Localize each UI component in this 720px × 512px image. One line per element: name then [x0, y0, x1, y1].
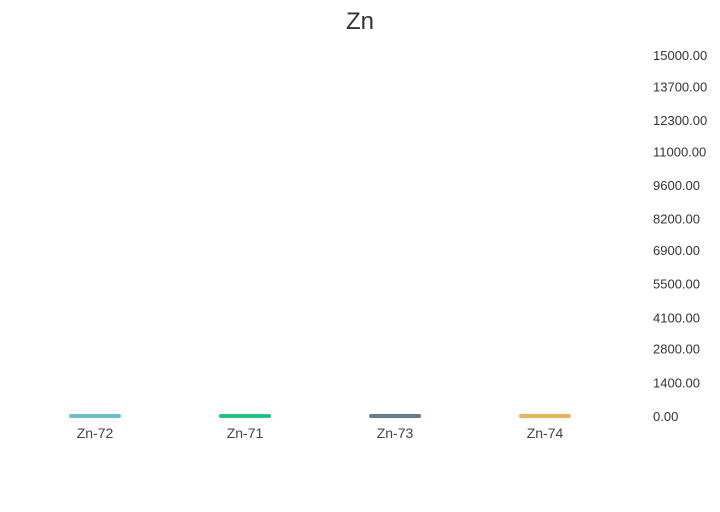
bar-zn-73 — [369, 414, 421, 418]
bar-zn-72 — [69, 414, 121, 418]
y-tick-label: 11000.00 — [653, 144, 706, 159]
y-tick-label: 15000.00 — [653, 48, 707, 63]
category-label: Zn-72 — [77, 425, 114, 441]
y-tick-label: 9600.00 — [653, 178, 700, 193]
bars — [69, 414, 571, 418]
category-label: Zn-71 — [227, 425, 264, 441]
bar-zn-74 — [519, 414, 571, 418]
y-tick-label: 13700.00 — [653, 79, 707, 94]
chart-title: Zn — [346, 8, 374, 35]
y-tick-label: 1400.00 — [653, 375, 700, 390]
category-label: Zn-74 — [527, 425, 564, 441]
y-axis-ticks: 15000.00 13700.00 12300.00 11000.00 9600.00 8… — [653, 48, 707, 424]
y-tick-label: 4100.00 — [653, 310, 700, 325]
bar-zn-71 — [219, 414, 271, 418]
y-tick-label: 5500.00 — [653, 277, 700, 292]
category-labels: Zn-72 Zn-71 Zn-73 Zn-74 — [77, 425, 564, 441]
y-tick-label: 12300.00 — [653, 113, 707, 128]
y-tick-label: 6900.00 — [653, 243, 700, 258]
y-tick-label: 8200.00 — [653, 212, 700, 227]
y-tick-label: 2800.00 — [653, 342, 700, 357]
category-label: Zn-73 — [377, 425, 414, 441]
y-tick-label: 0.00 — [653, 409, 678, 424]
